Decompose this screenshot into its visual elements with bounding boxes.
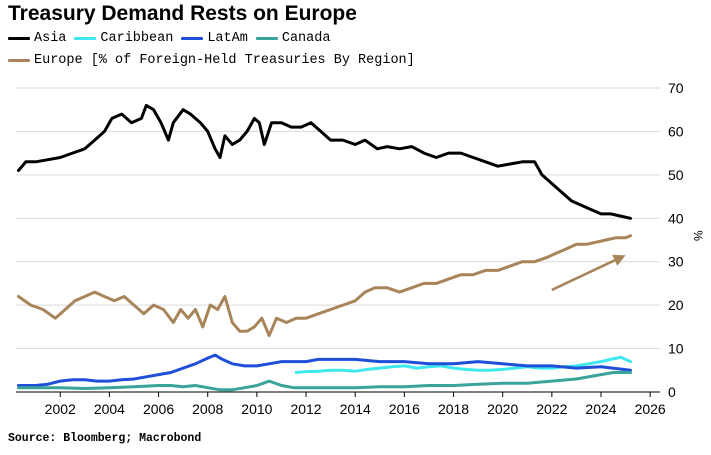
legend-item-asia: Asia [8, 31, 66, 46]
axes: 0 10 20 30 40 50 60 70 2002 2004 2006 2008 2010 2012 2… [16, 80, 705, 417]
series-line-latam [17, 353, 632, 387]
x-tick-label: 2014 [340, 401, 371, 417]
legend-swatch-caribbean [74, 37, 97, 40]
y-tick-label: 20 [668, 297, 684, 313]
y-tick-label: 10 [668, 341, 684, 357]
annotations [551, 254, 626, 292]
x-tick-label: 2020 [487, 401, 518, 417]
legend-label-latam: LatAm [207, 31, 248, 46]
legend-swatch-canada [255, 37, 278, 40]
series-lines [17, 103, 632, 392]
x-tick-label: 2016 [389, 401, 420, 417]
y-axis-label: % [691, 230, 705, 241]
legend-swatch-europe [8, 59, 30, 62]
legend-label-asia: Asia [34, 31, 67, 46]
legend-swatch-latam [181, 37, 204, 40]
x-tick-label: 2010 [241, 401, 272, 417]
legend-swatch-asia [8, 37, 30, 40]
trend-arrow-shaft [551, 259, 616, 292]
series-line-caribbean [294, 355, 632, 374]
x-tick-label: 2002 [45, 401, 76, 417]
series-line-europe [17, 234, 632, 337]
x-tick-label: 2006 [143, 401, 174, 417]
chart-title: Treasury Demand Rests on Europe [8, 2, 357, 25]
legend-item-canada: Canada [255, 31, 331, 46]
series-line-asia [17, 103, 632, 220]
x-tick-label: 2012 [290, 401, 321, 417]
legend-item-latam: LatAm [181, 31, 248, 46]
legend-label-europe: Europe [% of Foreign-Held Treasuries By … [34, 53, 415, 68]
y-tick-label: 60 [668, 123, 684, 139]
legend-row-2: Europe [% of Foreign-Held Treasuries By … [8, 53, 423, 68]
x-tick-label: 2008 [192, 401, 223, 417]
y-tick-label: 30 [668, 254, 684, 270]
y-tick-label: 0 [668, 384, 676, 400]
x-tick-label: 2004 [94, 401, 125, 417]
trend-arrow-head [612, 254, 626, 266]
source-note: Source: Bloomberg; Macrobond [8, 432, 202, 445]
series-line-canada [17, 371, 632, 392]
legend-label-canada: Canada [281, 31, 331, 46]
legend-label-caribbean: Caribbean [100, 31, 174, 46]
y-tick-label: 40 [668, 210, 684, 226]
legend-item-caribbean: Caribbean [74, 31, 173, 46]
y-tick-label: 70 [668, 80, 684, 96]
x-tick-label: 2026 [635, 401, 666, 417]
gridlines [16, 87, 660, 393]
x-tick-label: 2024 [585, 401, 616, 417]
y-tick-label: 50 [668, 167, 684, 183]
x-tick-label: 2018 [438, 401, 469, 417]
legend-item-europe: Europe [% of Foreign-Held Treasuries By … [8, 53, 415, 68]
x-tick-label: 2022 [536, 401, 567, 417]
legend-row-1: Asia Caribbean LatAm Canada [8, 31, 338, 46]
